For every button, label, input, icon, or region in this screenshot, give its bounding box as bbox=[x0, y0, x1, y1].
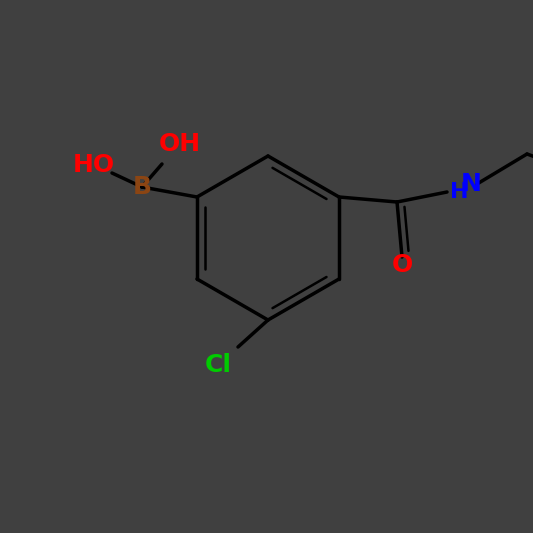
Text: O: O bbox=[391, 253, 413, 277]
Text: N: N bbox=[461, 172, 481, 196]
Text: H: H bbox=[450, 182, 469, 202]
Text: HO: HO bbox=[73, 153, 115, 177]
Text: B: B bbox=[133, 175, 151, 199]
Text: Cl: Cl bbox=[205, 353, 231, 377]
Text: OH: OH bbox=[159, 132, 201, 156]
